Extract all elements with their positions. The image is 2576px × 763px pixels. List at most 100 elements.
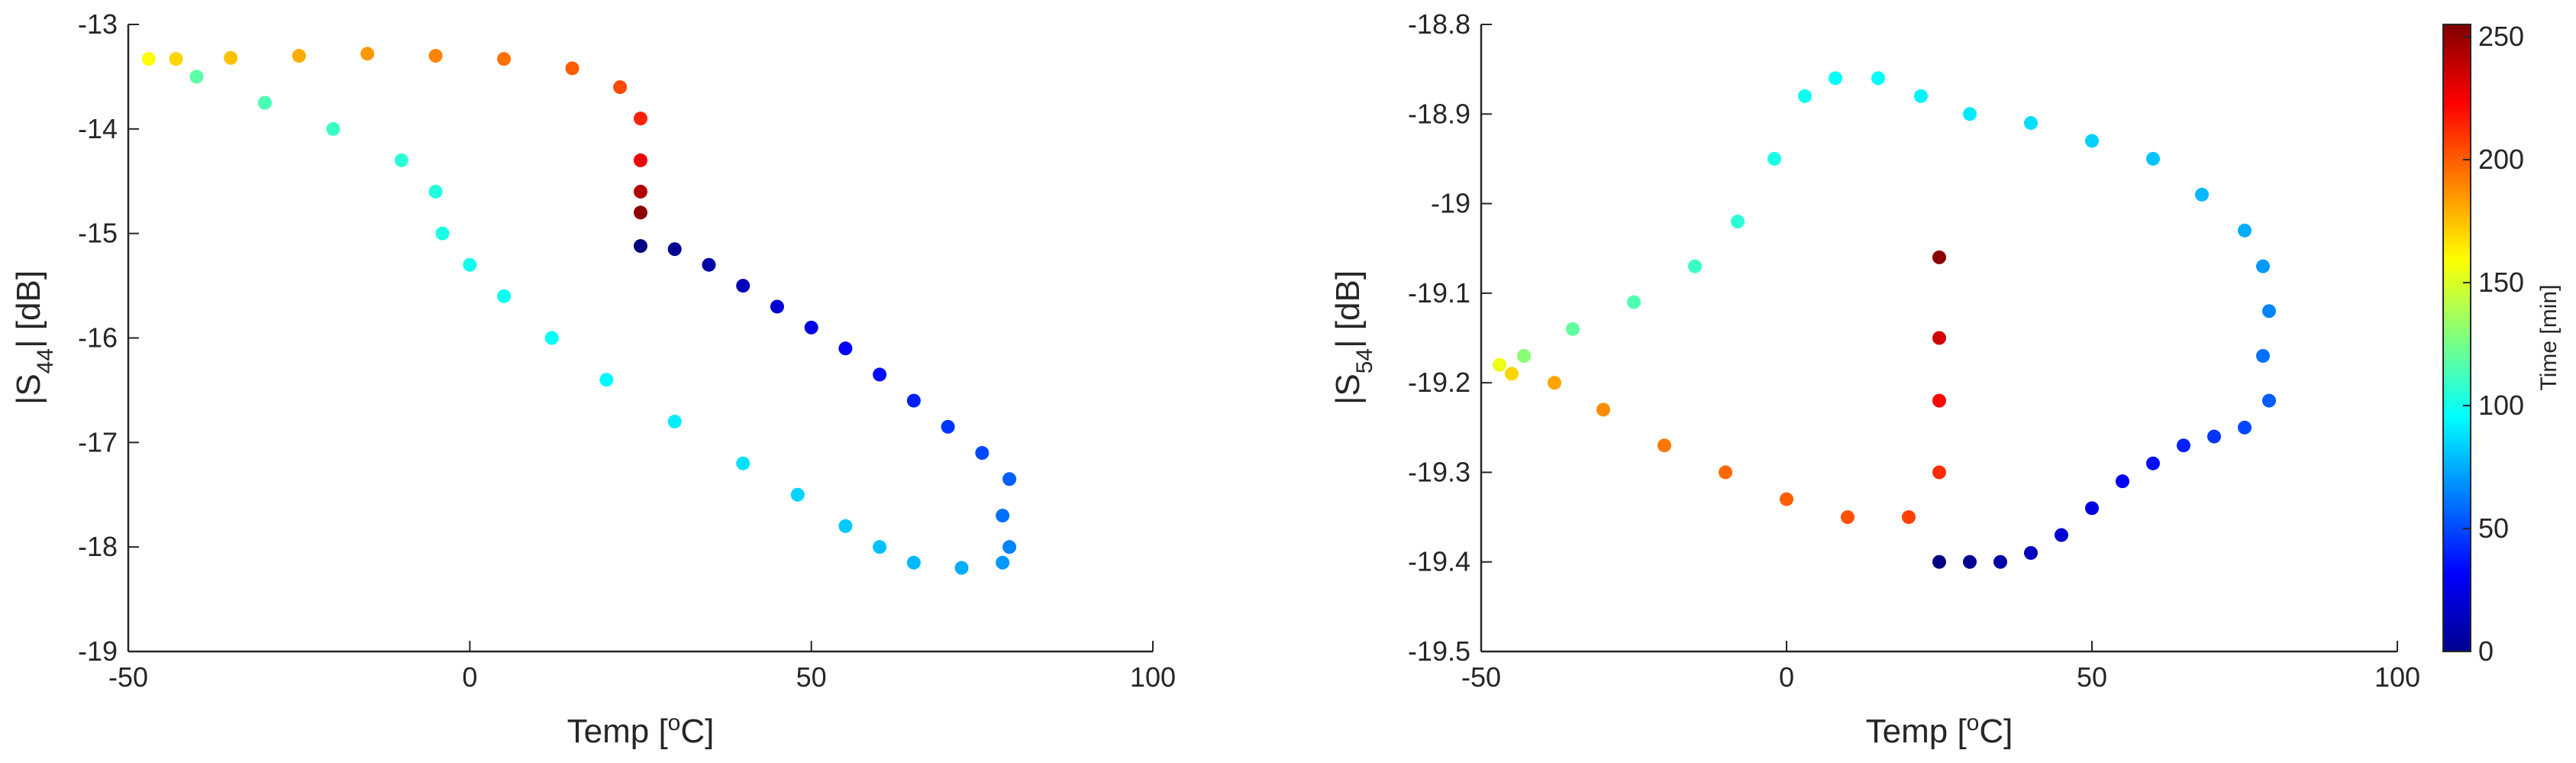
left-scatter-point: [634, 112, 647, 126]
left-ytick-label: -18: [78, 531, 118, 562]
left-scatter-point: [565, 61, 579, 76]
right-scatter-point: [2024, 116, 2038, 131]
right-scatter-point: [2024, 545, 2038, 560]
left-scatter-point: [804, 320, 818, 335]
right-scatter-point: [1688, 259, 1702, 273]
left-scatter-point: [428, 184, 443, 199]
left-xtick-label: 50: [796, 661, 827, 693]
left-scatter-point: [975, 446, 989, 461]
left-xtick-label: -50: [108, 661, 148, 693]
right-xtick-label: -50: [1461, 661, 1501, 693]
right-scatter-point: [1627, 295, 1641, 309]
left-scatter-point: [790, 487, 805, 502]
right-ytick-label: -18.9: [1408, 98, 1470, 129]
right-ticks: -50 0 50 100 -19.5 -19.4 -19.3 -19.2 -19.1 -19 -18…: [1408, 8, 2420, 693]
right-scatter-point: [2146, 151, 2160, 166]
right-scatter-point: [1841, 510, 1855, 525]
left-scatter-point: [736, 279, 751, 293]
left-scatter-point: [634, 205, 647, 220]
right-ytick-label: -19.4: [1408, 546, 1470, 577]
left-scatter-point: [394, 153, 408, 167]
right-ytick-label: -18.8: [1408, 8, 1470, 40]
left-scatter-point: [224, 50, 238, 65]
right-scatter-point: [2085, 501, 2099, 516]
colorbar-tick-label: 250: [2478, 21, 2524, 52]
colorbar-tick-label: 50: [2478, 512, 2509, 544]
left-scatter-point: [1002, 540, 1017, 554]
left-plot: -50 0 50 100 -19 -18 -17 -16 -15 -14 -13 Temp [oC]…: [10, 8, 1176, 750]
left-scatter-point: [141, 52, 156, 66]
left-scatter-point: [634, 239, 647, 254]
right-scatter-point: [2238, 420, 2252, 435]
left-scatter-points: [141, 47, 1017, 575]
left-scatter-point: [463, 257, 477, 272]
right-scatter-point: [1932, 331, 1946, 345]
right-scatter-point: [1902, 510, 1916, 525]
right-scatter-point: [1932, 250, 1946, 264]
left-scatter-point: [428, 49, 443, 63]
left-scatter-point: [770, 299, 784, 314]
left-scatter-point: [634, 153, 647, 167]
right-ytick-label: -19.1: [1408, 277, 1470, 309]
right-xtick-label: 0: [1779, 661, 1794, 693]
right-scatter-point: [2238, 223, 2252, 238]
right-scatter-point: [2055, 528, 2068, 542]
right-scatter-point: [1798, 89, 1812, 103]
left-ytick-label: -15: [78, 218, 118, 249]
left-scatter-point: [169, 52, 183, 66]
left-scatter-point: [599, 373, 614, 387]
colorbar-gradient: [2442, 24, 2471, 652]
left-scatter-point: [702, 257, 716, 272]
left-scatter-point: [954, 561, 969, 575]
right-scatter-point: [1932, 465, 1946, 480]
left-scatter-point: [838, 341, 853, 356]
right-scatter-point: [1517, 348, 1531, 363]
left-scatter-point: [996, 509, 1010, 523]
right-scatter-point: [2207, 429, 2221, 444]
left-scatter-point: [736, 456, 751, 470]
right-scatter-point: [1548, 376, 1561, 390]
right-ytick-label: -19.5: [1408, 635, 1470, 667]
right-xlabel: Temp [oC]: [1866, 710, 2013, 751]
left-scatter-point: [544, 331, 559, 345]
right-scatter-point: [1493, 357, 1506, 372]
left-ytick-label: -16: [78, 322, 118, 354]
right-ytick-label: -19: [1431, 188, 1470, 219]
right-scatter-point: [2262, 393, 2276, 408]
right-scatter-point: [1658, 438, 1671, 453]
left-ytick-label: -17: [78, 426, 118, 457]
right-scatter-point: [1767, 151, 1781, 166]
left-scatter-point: [996, 555, 1010, 570]
left-scatter-point: [292, 49, 306, 63]
left-scatter-point: [667, 414, 682, 428]
colorbar-tick-label: 150: [2478, 267, 2524, 298]
right-scatter-point: [1505, 367, 1519, 381]
colorbar-tick-label: 100: [2478, 390, 2524, 421]
right-scatter-point: [1932, 393, 1946, 408]
left-xtick-label: 0: [462, 661, 477, 693]
left-ylabel: |S44| [dB]: [10, 270, 58, 405]
left-scatter-point: [941, 419, 955, 434]
left-scatter-point: [906, 393, 921, 408]
left-scatter-point: [873, 367, 887, 382]
right-scatter-point: [1963, 107, 1977, 121]
colorbar-ticks: 0 50 100 150 200 250: [2463, 21, 2524, 667]
right-xtick-label: 100: [2374, 661, 2420, 693]
right-scatter-point: [2116, 474, 2129, 489]
colorbar: 0 50 100 150 200 250 Time [min]: [2442, 21, 2561, 667]
left-scatter-point: [497, 52, 512, 66]
right-ylabel: |S54| [dB]: [1329, 270, 1377, 405]
right-scatter-point: [2195, 187, 2209, 202]
right-ytick-label: -19.3: [1408, 456, 1470, 487]
right-scatter-point: [1780, 492, 1793, 506]
right-scatter-point: [1914, 89, 1928, 103]
right-scatter-point: [1932, 554, 1946, 569]
colorbar-label: Time [min]: [2536, 285, 2561, 391]
colorbar-tick-label: 0: [2478, 635, 2494, 667]
right-plot: -50 0 50 100 -19.5 -19.4 -19.3 -19.2 -19.1 -19 -18…: [1329, 8, 2420, 750]
right-scatter-point: [2256, 259, 2270, 273]
left-scatter-point: [838, 519, 853, 533]
left-scatter-point: [667, 242, 682, 257]
colorbar-tick-label: 200: [2478, 144, 2524, 175]
